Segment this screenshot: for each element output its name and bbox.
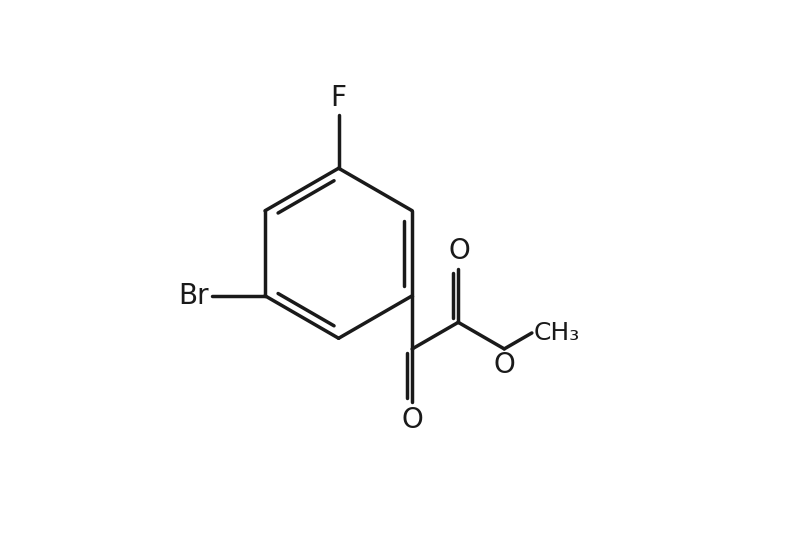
Text: F: F bbox=[330, 84, 347, 112]
Text: Br: Br bbox=[179, 282, 209, 310]
Text: CH₃: CH₃ bbox=[534, 321, 580, 345]
Text: O: O bbox=[493, 351, 515, 379]
Text: O: O bbox=[402, 406, 423, 434]
Text: O: O bbox=[448, 237, 470, 265]
